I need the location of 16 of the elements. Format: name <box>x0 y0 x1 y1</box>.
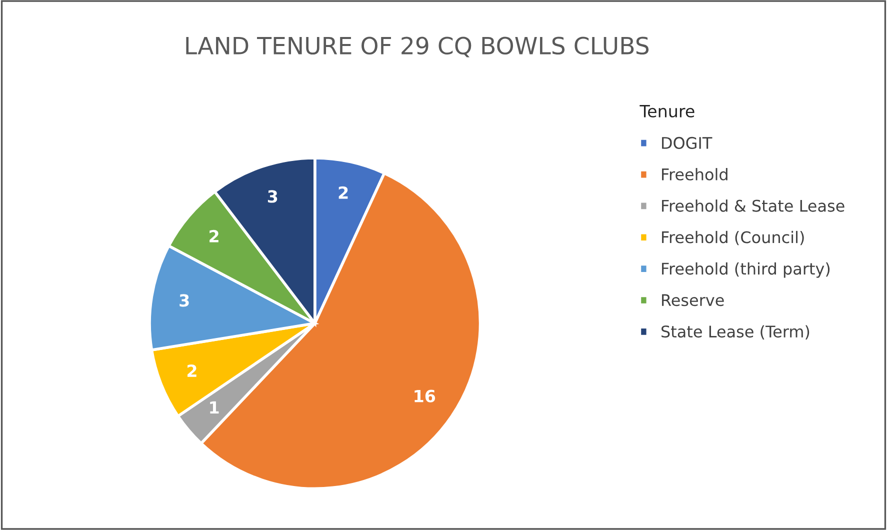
data-label: 2 <box>338 186 348 199</box>
data-label: 16 <box>414 390 436 402</box>
legend-title: Tenure <box>640 105 694 118</box>
chart-title: LAND TENURE OF 29 CQ BOWLS CLUBS <box>186 36 649 58</box>
data-label: 2 <box>210 230 218 242</box>
data-label: 2 <box>188 364 196 377</box>
legend-label: Freehold (third party) <box>662 262 830 278</box>
legend-label: Reserve <box>662 294 724 306</box>
data-label: 3 <box>180 294 189 307</box>
data-label: 3 <box>268 190 278 203</box>
legend-label: State Lease (Term) <box>662 325 810 340</box>
legend-label: Freehold (Council) <box>662 230 804 246</box>
data-label: 1 <box>210 401 219 414</box>
legend-label: Freehold <box>662 168 728 180</box>
legend-label: Freehold & State Lease <box>662 199 844 212</box>
legend-label: DOGIT <box>662 136 712 149</box>
